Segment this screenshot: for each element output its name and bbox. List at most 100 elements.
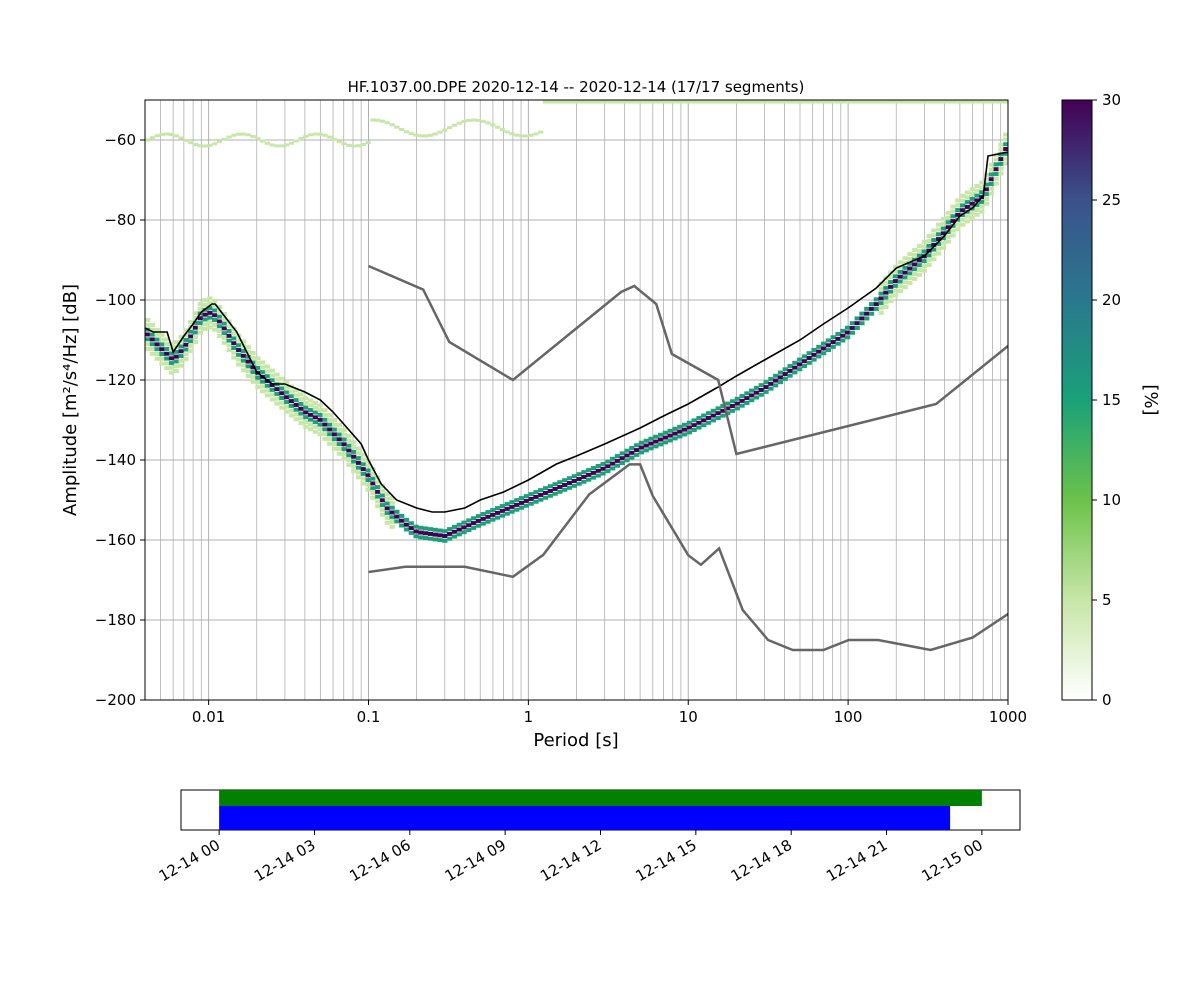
- psd-cell: [437, 528, 443, 533]
- processed-bar: [219, 806, 951, 830]
- psd-cell: [691, 418, 697, 423]
- psd-cell: [197, 306, 203, 311]
- psd-cell: [379, 498, 386, 503]
- psd-cell: [164, 351, 170, 356]
- x-tick-label: 1000: [989, 708, 1027, 726]
- psd-cell: [226, 324, 232, 329]
- psd-cell: [897, 269, 903, 274]
- psd-cell: [447, 536, 453, 541]
- psd-cell: [509, 132, 515, 136]
- psd-cell: [221, 340, 227, 345]
- psd-cell: [236, 338, 242, 343]
- psd-cell: [883, 300, 889, 305]
- psd-cell: [773, 100, 779, 104]
- psd-cell: [715, 411, 721, 416]
- psd-cell: [782, 367, 788, 372]
- psd-cell: [145, 337, 151, 342]
- psd-cell: [955, 212, 961, 217]
- psd-cell: [240, 363, 247, 368]
- psd-cell: [696, 420, 702, 425]
- psd-cell: [317, 132, 323, 136]
- psd-cell: [264, 383, 271, 388]
- psd-cell: [648, 436, 654, 441]
- psd-cell: [341, 427, 347, 432]
- psd-cell: [183, 347, 189, 352]
- psd-cell: [763, 385, 769, 390]
- colorbar-tick-label: 0: [1102, 691, 1112, 709]
- psd-cell: [207, 143, 213, 147]
- psd-cell: [907, 100, 913, 104]
- psd-cell: [341, 442, 347, 447]
- x-tick-label: 1: [524, 708, 534, 726]
- psd-cell: [993, 171, 999, 176]
- psd-cell: [595, 473, 601, 478]
- psd-cell: [212, 308, 218, 313]
- psd-cell: [346, 443, 352, 448]
- psd-cell: [921, 244, 927, 249]
- psd-cell: [571, 483, 577, 488]
- psd-cell: [485, 510, 491, 515]
- psd-cell: [375, 480, 381, 485]
- psd-cell: [216, 324, 223, 329]
- psd-cell: [274, 401, 280, 406]
- psd-cell: [341, 451, 347, 456]
- psd-cell: [303, 419, 309, 424]
- psd-cell: [864, 311, 870, 316]
- psd-cell: [667, 438, 673, 443]
- psd-cell: [768, 377, 774, 382]
- psd-cell: [322, 408, 328, 413]
- psd-cell: [950, 100, 956, 104]
- mean-psd-line: [145, 151, 1008, 513]
- psd-cell: [610, 100, 616, 104]
- psd-cell: [878, 301, 884, 306]
- psd-cell: [638, 450, 645, 455]
- psd-cell: [293, 398, 299, 403]
- psd-cell: [360, 462, 366, 467]
- psd-cell: [821, 346, 827, 351]
- psd-cell: [921, 100, 927, 104]
- psd-cell: [298, 401, 304, 406]
- psd-cell: [801, 354, 808, 359]
- psd-cell: [523, 503, 529, 508]
- psd-cell: [499, 508, 505, 513]
- psd-cell: [902, 285, 908, 290]
- psd-cell: [547, 100, 553, 104]
- psd-cell: [595, 464, 601, 469]
- psd-cell: [969, 211, 975, 216]
- time-tick-label: 12-14 21: [823, 836, 890, 885]
- psd-cell: [389, 520, 395, 525]
- psd-cell: [351, 440, 357, 445]
- psd-cell: [168, 365, 175, 370]
- psd-cell: [586, 100, 592, 104]
- psd-cell: [499, 128, 505, 132]
- psd-cell: [964, 214, 971, 219]
- psd-cell: [399, 128, 405, 132]
- psd-cell: [581, 470, 587, 475]
- psd-cell: [264, 364, 271, 369]
- psd-cell: [327, 432, 333, 437]
- psd-cell: [384, 121, 390, 125]
- psd-cell: [509, 504, 515, 509]
- psd-cell: [705, 420, 712, 425]
- y-tick-label: −120: [95, 371, 136, 389]
- psd-cell: [586, 468, 592, 473]
- colorbar: 0 5 10 15 20 25 30 [%]: [1061, 91, 1161, 709]
- psd-cell: [739, 398, 745, 403]
- psd-cell: [331, 137, 338, 141]
- psd-cell: [945, 215, 951, 220]
- psd-cell: [634, 100, 640, 104]
- psd-cell: [523, 494, 529, 499]
- psd-cell: [370, 491, 376, 496]
- psd-cell: [945, 210, 951, 215]
- psd-cell: [212, 322, 218, 327]
- psd-cell: [250, 370, 256, 375]
- psd-cell: [888, 299, 894, 304]
- psd-cell: [681, 427, 688, 432]
- psd-cell: [336, 446, 342, 451]
- psd-cell: [293, 407, 299, 412]
- psd-cell: [634, 443, 640, 448]
- psd-cell: [183, 138, 189, 142]
- psd-cell: [351, 449, 357, 454]
- psd-cell: [830, 335, 836, 340]
- psd-cell: [897, 100, 903, 104]
